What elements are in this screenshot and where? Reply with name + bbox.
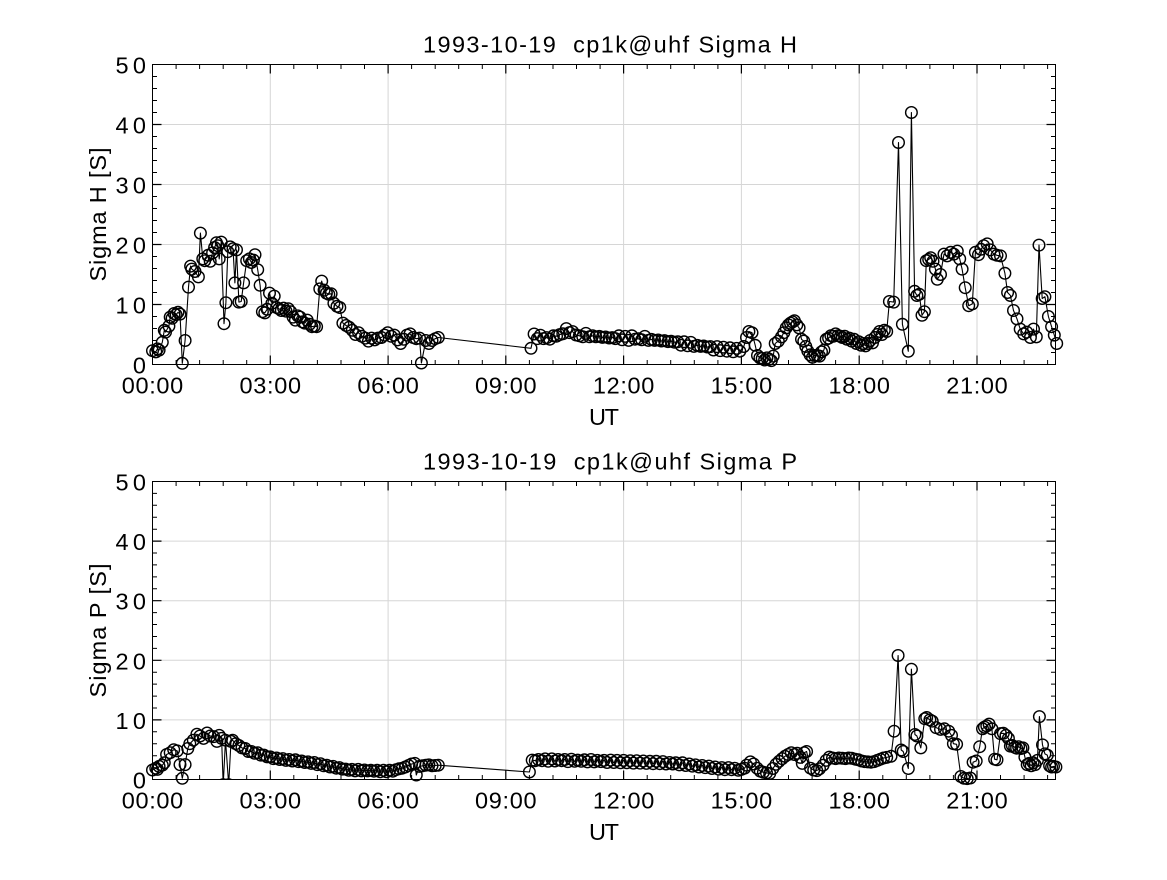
svg-text:0: 0 [133, 768, 146, 794]
svg-text:1993-10-19 cp1k@uhf Sigma P: 1993-10-19 cp1k@uhf Sigma P [423, 449, 797, 475]
svg-text:00:00: 00:00 [122, 788, 184, 814]
svg-text:21:00: 21:00 [946, 373, 1008, 399]
svg-text:UT: UT [589, 819, 619, 845]
svg-text:06:00: 06:00 [357, 788, 419, 814]
svg-text:03:00: 03:00 [240, 788, 302, 814]
svg-text:03:00: 03:00 [240, 373, 302, 399]
svg-text:18:00: 18:00 [828, 788, 890, 814]
svg-text:15:00: 15:00 [711, 788, 773, 814]
svg-text:09:00: 09:00 [475, 373, 537, 399]
svg-text:06:00: 06:00 [357, 373, 419, 399]
svg-text:21:00: 21:00 [946, 788, 1008, 814]
svg-text:12:00: 12:00 [593, 373, 655, 399]
svg-text:12:00: 12:00 [593, 788, 655, 814]
svg-text:Sigma P [S]: Sigma P [S] [85, 564, 111, 698]
svg-text:Sigma H [S]: Sigma H [S] [85, 148, 111, 282]
svg-text:15:00: 15:00 [711, 373, 773, 399]
svg-text:0: 0 [133, 353, 146, 379]
svg-text:00:00: 00:00 [122, 373, 184, 399]
svg-text:1993-10-19 cp1k@uhf Sigma H: 1993-10-19 cp1k@uhf Sigma H [423, 32, 797, 58]
svg-text:UT: UT [589, 404, 619, 430]
svg-text:18:00: 18:00 [828, 373, 890, 399]
svg-text:09:00: 09:00 [475, 788, 537, 814]
